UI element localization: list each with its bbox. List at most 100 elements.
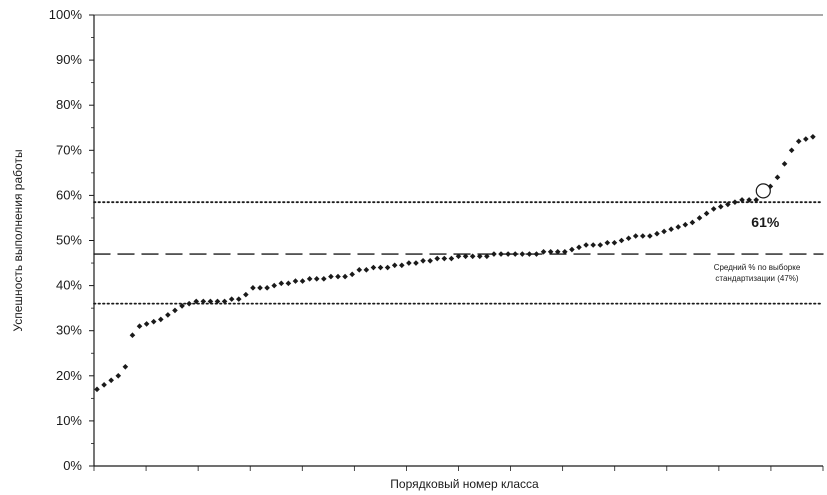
data-point [540, 248, 547, 255]
data-point [583, 242, 589, 248]
data-point [228, 296, 235, 302]
data-point [590, 242, 596, 248]
data-point [810, 133, 816, 140]
y-tick-label: 40% [56, 278, 82, 293]
data-point [710, 206, 717, 212]
data-point [370, 264, 377, 271]
data-point [654, 230, 660, 237]
data-point [129, 332, 136, 339]
data-point [136, 323, 143, 329]
data-point [391, 262, 398, 269]
data-point [321, 276, 327, 282]
data-point [384, 264, 391, 271]
data-point [533, 251, 540, 257]
data-point [675, 224, 682, 230]
y-tick-label: 20% [56, 368, 82, 383]
data-point [519, 251, 526, 257]
data-point [781, 161, 788, 167]
data-point [462, 253, 469, 260]
data-point [562, 248, 568, 255]
data-point [484, 253, 490, 260]
data-point [101, 382, 107, 388]
data-point [306, 276, 313, 282]
data-point [214, 298, 221, 305]
y-tick-label: 70% [56, 142, 82, 157]
data-point [569, 246, 575, 253]
y-axis-title: Успешность выполнения работы [11, 149, 25, 331]
data-point [186, 300, 192, 307]
data-point [271, 282, 278, 289]
data-point [243, 291, 249, 298]
data-point [703, 210, 710, 217]
data-point [498, 251, 504, 257]
data-point [448, 255, 455, 262]
data-point [455, 253, 462, 260]
data-point [406, 260, 412, 266]
highlight-marker [755, 183, 771, 199]
data-point [696, 215, 703, 221]
data-point [647, 233, 653, 239]
data-point [491, 251, 497, 257]
data-point [115, 373, 122, 379]
data-point [739, 197, 745, 203]
data-point [717, 203, 724, 210]
data-point [250, 285, 256, 291]
data-point [193, 298, 200, 305]
data-point [165, 312, 171, 318]
data-point [632, 233, 639, 239]
data-point [526, 251, 533, 257]
y-tick-label: 80% [56, 97, 82, 112]
data-point [299, 278, 306, 284]
data-point [285, 280, 292, 287]
data-point [576, 244, 582, 251]
data-point [469, 253, 476, 260]
data-point [377, 264, 384, 271]
data-point [292, 278, 299, 284]
data-point [413, 260, 419, 266]
y-tick-label: 0% [63, 458, 82, 473]
mean-annotation-line1: Средний % по выборке [714, 263, 801, 272]
data-point [639, 233, 646, 239]
data-point [335, 273, 341, 280]
data-point [94, 386, 100, 393]
data-point [278, 280, 285, 287]
data-point [398, 262, 405, 269]
data-point [150, 318, 157, 325]
data-point [342, 273, 348, 280]
data-point [689, 219, 696, 226]
data-point [349, 271, 355, 278]
data-point [207, 298, 214, 305]
data-point [221, 298, 228, 305]
data-point [264, 285, 270, 291]
data-point [476, 253, 483, 260]
data-point [746, 197, 752, 203]
data-point [420, 257, 426, 264]
x-axis-title: Порядковый номер класса [390, 477, 539, 491]
data-point [774, 174, 781, 181]
data-point [235, 296, 242, 302]
data-point [143, 321, 150, 327]
data-point [611, 239, 618, 246]
data-point [157, 316, 164, 323]
data-point [547, 248, 554, 255]
data-point [788, 147, 795, 154]
data-point [427, 257, 433, 264]
data-point [554, 248, 561, 255]
data-point [795, 138, 802, 145]
y-tick-label: 90% [56, 52, 82, 67]
data-point [172, 307, 178, 314]
data-point [753, 197, 760, 203]
mean-annotation-line2: стандартизации (47%) [715, 274, 799, 283]
data-point [803, 136, 809, 142]
data-point [200, 298, 207, 305]
data-point [328, 273, 334, 280]
data-point [356, 267, 363, 273]
data-point [505, 251, 511, 257]
data-point [661, 228, 667, 235]
data-point [597, 242, 604, 248]
data-point [108, 377, 114, 384]
data-point [122, 363, 129, 370]
data-point [725, 201, 731, 208]
highlight-label: 61% [751, 214, 780, 230]
